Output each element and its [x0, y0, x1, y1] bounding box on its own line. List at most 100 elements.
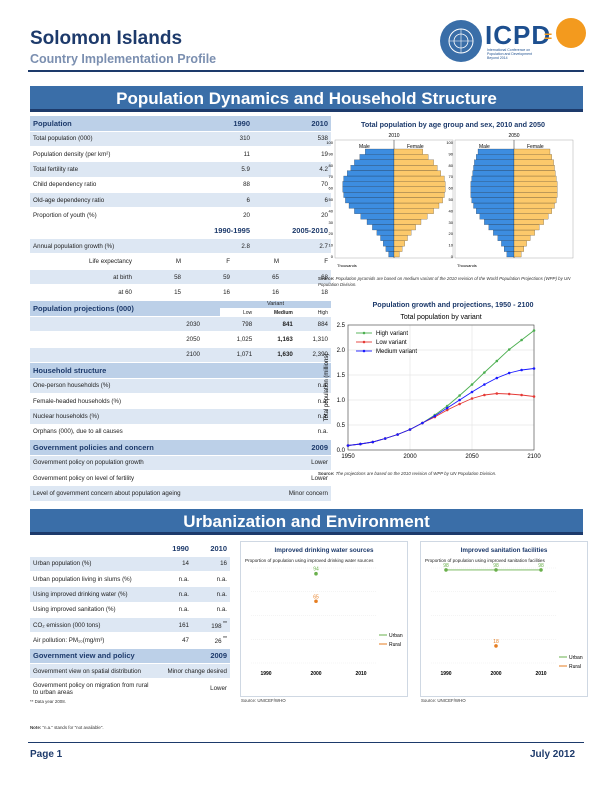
le-value: 16	[184, 284, 233, 301]
population-label: Population density (per km²)	[30, 146, 175, 163]
pyramid-age-tick: 60	[329, 186, 334, 191]
pyramid-bar-male	[474, 159, 515, 166]
pyramid-bar-male	[385, 246, 395, 252]
pyramid-age-tick: 80	[329, 163, 334, 168]
population-v1: 88	[175, 177, 253, 193]
household-table: Household structure One-person household…	[30, 362, 331, 440]
urban-row: Air pollution: PM₁₀(mg/m³) 47 26 **	[30, 632, 230, 649]
series-line	[347, 393, 535, 446]
projections-col-medium: Medium	[255, 308, 296, 318]
pyramid-age-tick: 0	[451, 254, 454, 259]
pyramid-bar-male	[345, 197, 395, 204]
pyramid-bar-female	[393, 246, 403, 252]
pyramid-bar-male	[342, 186, 395, 193]
water-chart: 1990 2000 2010 94 65 Urban Rural	[251, 567, 403, 677]
series-point	[408, 428, 412, 431]
population-v1: 20	[175, 207, 253, 224]
pyramid-age-tick: 70	[449, 174, 454, 179]
household-value: n.a.	[287, 378, 331, 395]
population-header-row: Population 1990 2010	[30, 116, 331, 132]
pyramid-age-tick: 50	[449, 197, 454, 202]
sanitation-source: Source: UNICEF/WHO	[421, 698, 466, 703]
pyramid-bar-male	[473, 165, 515, 171]
urban-row: CO₂ emission (000 tons) 161 198 **	[30, 617, 230, 634]
legend-label: Rural	[569, 664, 581, 670]
growth-v1: 2.8	[175, 238, 253, 255]
legend-label: High variant	[376, 331, 408, 337]
projections-col-row: Low Medium High	[30, 308, 331, 318]
icpd-orange-icon	[556, 18, 586, 48]
urban-value: 94	[313, 567, 319, 573]
urban-footnote: ** Data year 2008.	[30, 699, 66, 705]
year-label: 2010	[535, 671, 546, 677]
x-tick-label: 2100	[527, 454, 541, 460]
pyramid-source-text: Population pyramids are based on medium …	[318, 276, 571, 287]
urban-label: Urban population (%)	[30, 556, 154, 573]
urban-v2: n.a.	[191, 571, 230, 588]
pyramid-bar-female	[393, 192, 445, 198]
series-point	[507, 371, 511, 375]
pyramid-bar-male	[470, 186, 515, 193]
series-point	[507, 392, 511, 396]
life-expectancy-table: Life expectancy M F M F at birth 58 59 6…	[30, 254, 331, 301]
policy-value: Lower	[262, 455, 331, 472]
pyramid-female-label: Female	[407, 144, 424, 150]
growth-chart: Total population by variant 0.0 0.5 1.0 1.5 2…	[324, 314, 541, 460]
x-tick-label: 1950	[341, 454, 355, 460]
policy-value: Lower	[262, 470, 331, 487]
gov-view-row: Government policy on migration from rura…	[30, 678, 230, 700]
population-label: Total population (000)	[30, 131, 175, 148]
urban-v2: n.a.	[191, 602, 230, 618]
y-axis-label: Total population (millions)	[324, 354, 330, 422]
projection-year: 2030	[30, 316, 220, 333]
series-point	[470, 397, 474, 400]
household-value: n.a.	[287, 424, 331, 440]
le-header-c4: F	[282, 254, 331, 270]
series-line	[347, 368, 535, 446]
population-v1: 6	[175, 192, 253, 209]
sanitation-chart: 1990 2000 2010 98 98 98 18 Urban Rural	[431, 563, 583, 677]
pyramid-bar-male	[388, 251, 395, 258]
gov-view-header-row: Government view and policy 2009	[30, 648, 230, 664]
population-row: Total population (000) 310 538	[30, 131, 331, 148]
pyramid-bar-male	[347, 170, 395, 177]
legend-marker	[362, 331, 366, 335]
series-point	[470, 383, 474, 386]
chart-title: Total population by variant	[400, 314, 481, 321]
le-value: 58	[135, 269, 184, 286]
population-v2: 6	[253, 192, 331, 209]
pyramid-bar-male	[484, 219, 515, 225]
pyramid-bar-male	[354, 159, 395, 166]
footnote-marker: **	[221, 635, 227, 642]
pyramid-age-tick: 90	[329, 151, 334, 156]
population-label: Child dependency ratio	[30, 177, 175, 193]
pyramid-bar-female	[513, 186, 558, 193]
population-header-y2: 2010	[253, 116, 331, 132]
pyramid-bar-male	[476, 154, 515, 160]
legend-label: Urban	[569, 655, 583, 661]
pyramid-bar-female	[393, 154, 429, 160]
gov-view-label: Government view on spatial distribution	[30, 663, 154, 680]
urban-header-row: 1990 2010	[30, 541, 230, 557]
gov-view-value: Minor change desired	[154, 663, 230, 680]
household-value: n.a.	[287, 393, 331, 410]
series-point	[445, 406, 449, 410]
pyramid-bar-female	[393, 219, 422, 225]
pyramid-bar-female	[393, 197, 443, 204]
projection-low: 1,025	[220, 331, 256, 348]
urban-v1: 161	[154, 617, 192, 634]
policy-label: Government policy on level of fertility	[30, 470, 263, 487]
urban-v1: n.a.	[154, 586, 192, 603]
series-point	[520, 338, 523, 342]
pyramid-bar-male	[376, 229, 395, 236]
pyramid-age-tick: 70	[329, 174, 334, 179]
projection-high: 2,390	[295, 347, 331, 363]
urban-header-y1: 1990	[154, 541, 192, 557]
pyramid-bar-female	[393, 251, 400, 258]
series-point	[532, 367, 536, 370]
pyramid-bar-male	[497, 235, 515, 241]
policies-header: Government policies and concern	[30, 439, 263, 456]
population-row: Total fertility rate 5.9 4.2	[30, 161, 331, 178]
le-header-row: Life expectancy M F M F	[30, 254, 331, 270]
